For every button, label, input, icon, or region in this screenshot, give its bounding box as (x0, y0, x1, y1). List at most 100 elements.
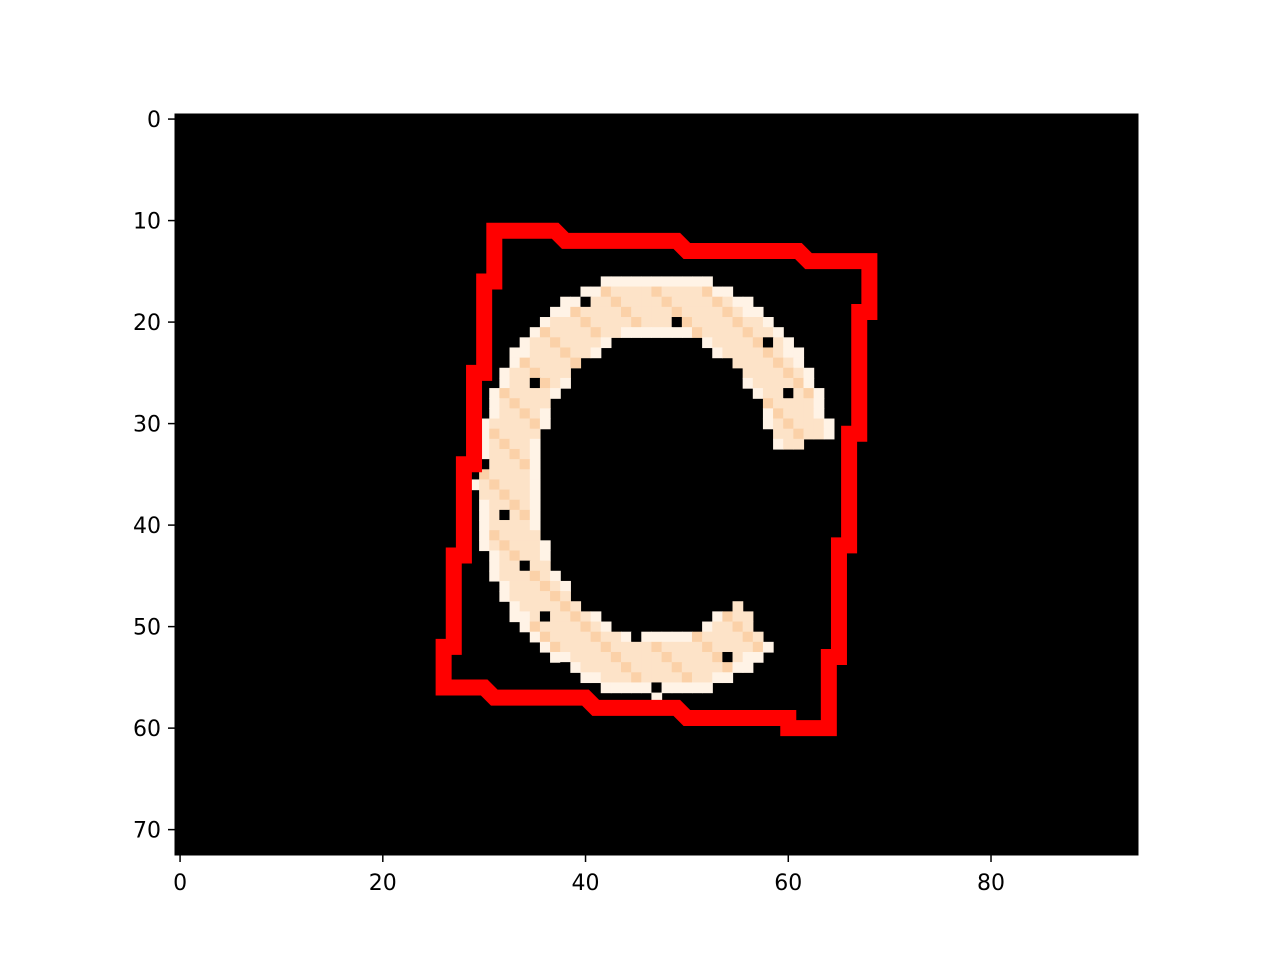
image-pixel (762, 418, 774, 430)
image-pixel (509, 438, 521, 450)
image-pixel (641, 306, 653, 318)
image-pixel (570, 347, 582, 359)
image-pixel (712, 651, 723, 663)
image-pixel (529, 377, 541, 389)
image-pixel (529, 509, 541, 521)
image-pixel (702, 672, 713, 684)
image-pixel (762, 317, 774, 328)
image-pixel (489, 560, 500, 572)
image-pixel (539, 367, 551, 379)
image-pixel (550, 317, 561, 328)
image-pixel (732, 631, 744, 643)
image-pixel (661, 651, 673, 663)
image-pixel (600, 651, 612, 663)
image-pixel (529, 398, 541, 409)
image-pixel (631, 631, 642, 643)
image-pixel (539, 377, 551, 389)
plot-background (175, 114, 1138, 855)
image-pixel (499, 591, 511, 602)
image-pixel (631, 682, 642, 694)
image-pixel (499, 489, 511, 501)
image-pixel (691, 327, 703, 338)
image-pixel (570, 337, 582, 349)
image-pixel (651, 327, 663, 338)
image-pixel (621, 641, 632, 653)
image-pixel (590, 641, 602, 653)
image-pixel (793, 367, 805, 379)
image-pixel (479, 438, 490, 450)
image-pixel (641, 682, 653, 694)
image-pixel (783, 388, 794, 399)
image-pixel (752, 317, 764, 328)
image-pixel (610, 662, 622, 673)
image-pixel (468, 479, 480, 491)
image-pixel (529, 469, 541, 481)
x-tick-label: 20 (369, 871, 397, 896)
image-pixel (712, 662, 723, 673)
image-pixel (641, 651, 653, 663)
image-pixel (539, 337, 551, 349)
image-pixel (702, 631, 713, 643)
image-pixel (529, 418, 541, 430)
image-pixel (509, 347, 521, 359)
image-pixel (570, 306, 582, 318)
image-pixel (479, 459, 490, 470)
image-pixel (529, 621, 541, 633)
image-pixel (570, 611, 582, 623)
image-pixel (509, 388, 521, 399)
image-pixel (671, 672, 683, 684)
image-pixel (610, 631, 622, 643)
image-pixel (691, 651, 703, 663)
image-pixel (499, 377, 511, 389)
y-tick-label: 40 (133, 514, 161, 539)
image-pixel (560, 347, 571, 359)
image-pixel (783, 428, 794, 440)
image-pixel (651, 662, 663, 673)
image-pixel (539, 601, 551, 612)
image-pixel (773, 398, 784, 409)
image-pixel (752, 651, 764, 663)
image-pixel (509, 540, 521, 552)
image-pixel (600, 327, 612, 338)
image-pixel (519, 580, 531, 592)
image-pixel (752, 337, 764, 349)
image-pixel (671, 662, 683, 673)
image-pixel (661, 672, 673, 684)
image-pixel (499, 469, 511, 481)
image-pixel (732, 662, 744, 673)
image-pixel (519, 489, 531, 501)
image-pixel (661, 286, 673, 298)
image-pixel (560, 357, 571, 369)
image-pixel (773, 428, 784, 440)
image-pixel (539, 621, 551, 633)
image-pixel (742, 611, 754, 623)
image-pixel (722, 631, 734, 643)
image-pixel (702, 286, 713, 298)
image-pixel (580, 651, 592, 663)
image-pixel (580, 337, 592, 349)
image-pixel (509, 591, 521, 602)
image-pixel (661, 296, 673, 308)
image-pixel (742, 641, 754, 653)
image-pixel (803, 408, 815, 420)
image-pixel (600, 306, 612, 318)
image-pixel (539, 570, 551, 582)
image-pixel (590, 337, 602, 349)
image-pixel (550, 388, 561, 399)
image-pixel (762, 641, 774, 653)
image-pixel (590, 611, 602, 623)
image-pixel (610, 641, 622, 653)
image-pixel (681, 651, 693, 663)
image-pixel (580, 317, 592, 328)
image-pixel (529, 550, 541, 562)
image-pixel (509, 367, 521, 379)
image-pixel (529, 499, 541, 511)
axes: 0 20 40 60 80 0 10 20 30 40 50 60 70 (133, 108, 1139, 896)
image-pixel (539, 357, 551, 369)
image-pixel (610, 286, 622, 298)
x-tick-label: 80 (977, 871, 1005, 896)
image-pixel (691, 682, 703, 694)
image-pixel (752, 306, 764, 318)
image-pixel (712, 347, 723, 359)
image-pixel (570, 601, 582, 612)
